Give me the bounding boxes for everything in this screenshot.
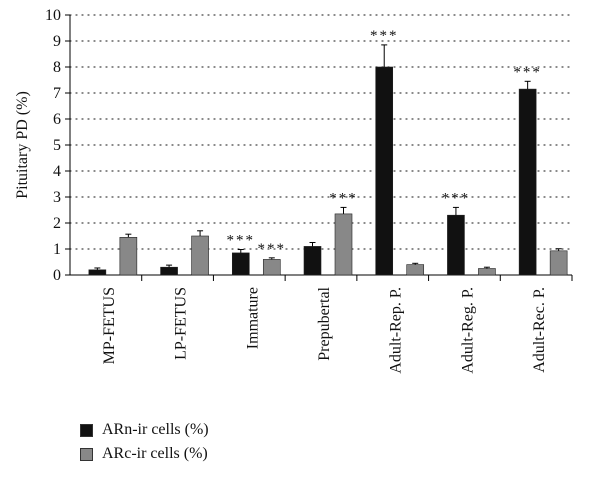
legend-label-arn: ARn-ir cells (%) — [102, 421, 209, 438]
bars — [88, 44, 568, 276]
bar — [303, 246, 322, 276]
legend-swatch-arn — [80, 423, 93, 437]
x-tick-label: LP-FETUS — [173, 287, 190, 360]
bar — [518, 88, 537, 276]
y-tick-label: 10 — [45, 7, 61, 24]
y-tick-label: 3 — [53, 189, 61, 206]
bar — [160, 266, 178, 276]
x-tick-label: MP-FETUS — [101, 287, 118, 364]
x-tick-label: Adult-Rec. P. — [531, 287, 548, 373]
significance-label: *** — [227, 233, 256, 249]
gridlines — [69, 14, 573, 250]
bar — [334, 213, 353, 276]
bar — [375, 66, 394, 276]
legend: ARn-ir cells (%) ARc-ir cells (%) — [80, 420, 209, 468]
bar — [406, 264, 425, 276]
bar — [88, 269, 107, 276]
axes — [65, 14, 573, 281]
bar — [119, 237, 138, 276]
labels: 0 1 2 3 4 5 6 7 8 9 10 Pituitary PD (%) MP-FETUS LP-F… — [14, 7, 548, 374]
significance-label: *** — [258, 241, 287, 257]
y-tick-label: 0 — [53, 267, 61, 284]
significance-label: *** — [370, 28, 399, 44]
x-tick-label: Immature — [244, 287, 261, 349]
x-tick-label: Adult-Reg. P. — [459, 287, 476, 374]
significance-label: *** — [329, 190, 358, 206]
bar — [191, 235, 209, 276]
bar — [478, 268, 496, 276]
legend-swatch-arc — [80, 447, 93, 461]
y-tick-label: 5 — [53, 137, 61, 154]
legend-label-arc: ARc-ir cells (%) — [102, 445, 208, 462]
y-tick-label: 9 — [53, 33, 61, 50]
y-tick-label: 4 — [53, 163, 61, 180]
y-tick-label: 6 — [53, 111, 61, 128]
y-tick-label: 2 — [53, 215, 61, 232]
bar — [231, 252, 250, 276]
legend-item-arn: ARn-ir cells (%) — [80, 420, 209, 440]
y-axis-label: Pituitary PD (%) — [14, 91, 31, 199]
x-tick-label: Adult-Rep. P. — [388, 287, 405, 374]
bar — [549, 250, 568, 276]
y-tick-label: 8 — [53, 59, 61, 76]
significance-label: *** — [442, 190, 471, 206]
bar — [262, 259, 281, 276]
y-tick-label: 7 — [53, 85, 61, 102]
x-tick-label: Prepubertal — [316, 286, 333, 360]
legend-item-arc: ARc-ir cells (%) — [80, 444, 209, 464]
y-tick-label: 1 — [53, 241, 61, 258]
significance-label: *** — [513, 64, 542, 80]
bar — [447, 214, 465, 276]
